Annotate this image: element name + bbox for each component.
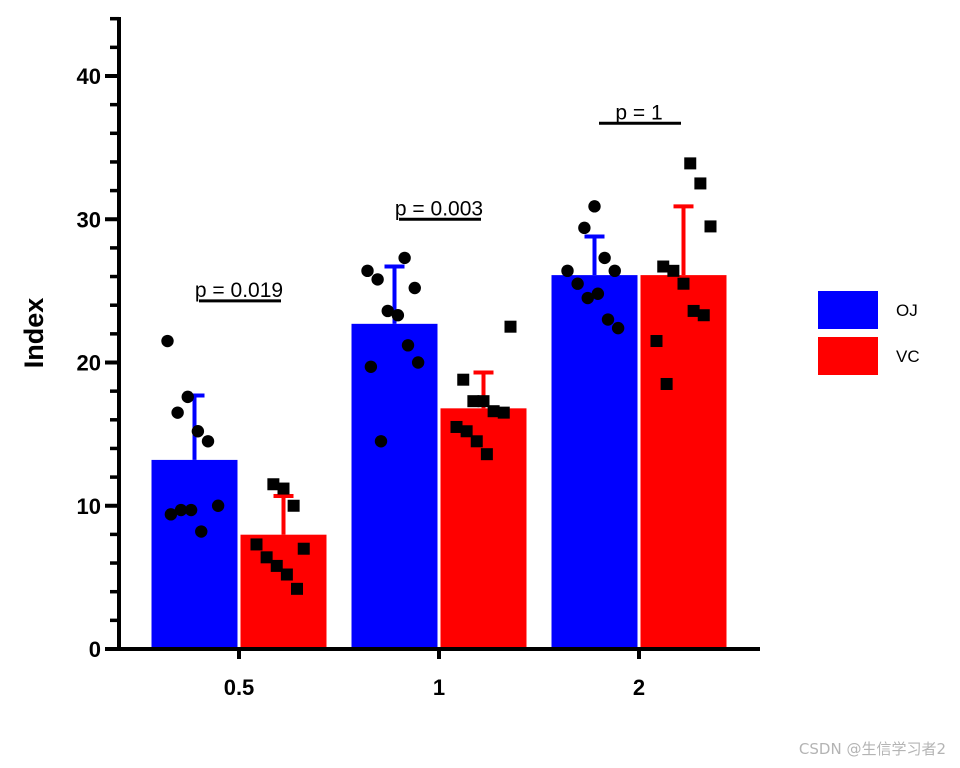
bar-oj-2 <box>551 275 638 649</box>
data-point-oj <box>411 356 425 369</box>
data-point-vc <box>297 542 310 555</box>
data-point-oj <box>608 264 621 278</box>
data-point-oj <box>374 435 388 448</box>
data-point-vc <box>687 304 700 317</box>
y-tick-label: 10 <box>77 494 101 519</box>
data-point-oj <box>381 304 394 318</box>
bar-vc-1 <box>440 408 527 649</box>
data-point-vc <box>267 478 280 491</box>
data-point-oj <box>364 360 378 373</box>
data-point-oj <box>371 273 384 286</box>
data-point-oj <box>611 321 625 335</box>
data-point-oj <box>581 291 594 305</box>
data-point-oj <box>191 425 205 438</box>
data-point-oj <box>391 309 405 322</box>
data-point-vc <box>694 177 707 190</box>
y-tick-label: 30 <box>77 207 101 232</box>
data-point-oj <box>184 503 198 517</box>
data-point-oj <box>408 281 421 295</box>
data-point-vc <box>470 435 483 448</box>
data-point-vc <box>497 406 510 419</box>
legend: OJ VC <box>818 291 920 375</box>
data-point-vc <box>657 260 670 273</box>
p-value-label: p = 1 <box>615 101 662 124</box>
data-point-oj <box>601 313 615 326</box>
data-point-oj <box>398 251 411 265</box>
data-point-vc <box>450 420 463 433</box>
bar-oj-0.5 <box>151 459 238 649</box>
data-point-vc <box>280 568 293 581</box>
data-point-vc <box>467 395 480 408</box>
data-point-vc <box>287 499 300 512</box>
data-point-oj <box>361 264 374 278</box>
bar-oj-1 <box>351 323 438 649</box>
legend-label-oj: OJ <box>896 301 918 320</box>
legend-swatch-vc <box>818 337 878 375</box>
y-tick-label: 0 <box>89 637 101 662</box>
data-point-oj <box>201 435 215 448</box>
data-point-oj <box>571 277 584 290</box>
data-point-oj <box>174 503 188 517</box>
legend-swatch-oj <box>818 291 878 329</box>
watermark-text: CSDN @生信学习者2 <box>799 740 946 758</box>
data-point-oj <box>591 287 605 300</box>
data-point-vc <box>704 220 717 233</box>
data-point-oj <box>578 221 591 235</box>
data-point-oj <box>181 390 194 404</box>
data-point-vc <box>480 448 493 461</box>
p-value-label: p = 0.019 <box>195 279 283 302</box>
data-point-vc <box>697 309 710 322</box>
data-point-vc <box>477 395 490 408</box>
data-point-vc <box>650 335 663 348</box>
data-point-oj <box>561 264 574 278</box>
x-tick-label: 2 <box>633 675 645 700</box>
data-point-vc <box>667 264 680 277</box>
y-tick-label: 40 <box>77 64 101 89</box>
data-point-vc <box>260 551 273 564</box>
data-point-oj <box>164 508 178 521</box>
data-point-vc <box>277 482 290 495</box>
data-point-vc <box>487 405 500 418</box>
data-point-oj <box>161 334 174 348</box>
data-point-oj <box>171 406 184 419</box>
data-point-vc <box>270 559 283 572</box>
data-point-vc <box>660 377 673 390</box>
x-tick-label: 0.5 <box>224 675 255 700</box>
data-point-oj <box>598 251 611 265</box>
data-point-oj <box>211 499 225 512</box>
p-value-label: p = 0.003 <box>395 197 483 220</box>
bar-vc-0.5 <box>240 534 327 649</box>
data-point-vc <box>504 320 517 333</box>
data-point-oj <box>401 339 415 352</box>
data-point-vc <box>684 157 697 170</box>
data-point-vc <box>457 373 470 386</box>
y-tick-label: 20 <box>77 351 101 376</box>
y-axis-label: Index <box>19 298 49 369</box>
bar-vc-2 <box>640 275 727 649</box>
legend-label-vc: VC <box>896 347 920 366</box>
data-point-oj <box>588 200 601 213</box>
data-point-vc <box>291 582 303 595</box>
x-tick-label: 1 <box>433 675 445 700</box>
data-point-vc <box>677 277 690 290</box>
data-point-oj <box>195 525 208 538</box>
plot-area: 0 10 20 30 40 0.5 1 2 p = 0.019 p = 0.003 p = 1 <box>77 16 760 700</box>
data-point-vc <box>460 425 473 438</box>
data-point-vc <box>250 538 263 551</box>
